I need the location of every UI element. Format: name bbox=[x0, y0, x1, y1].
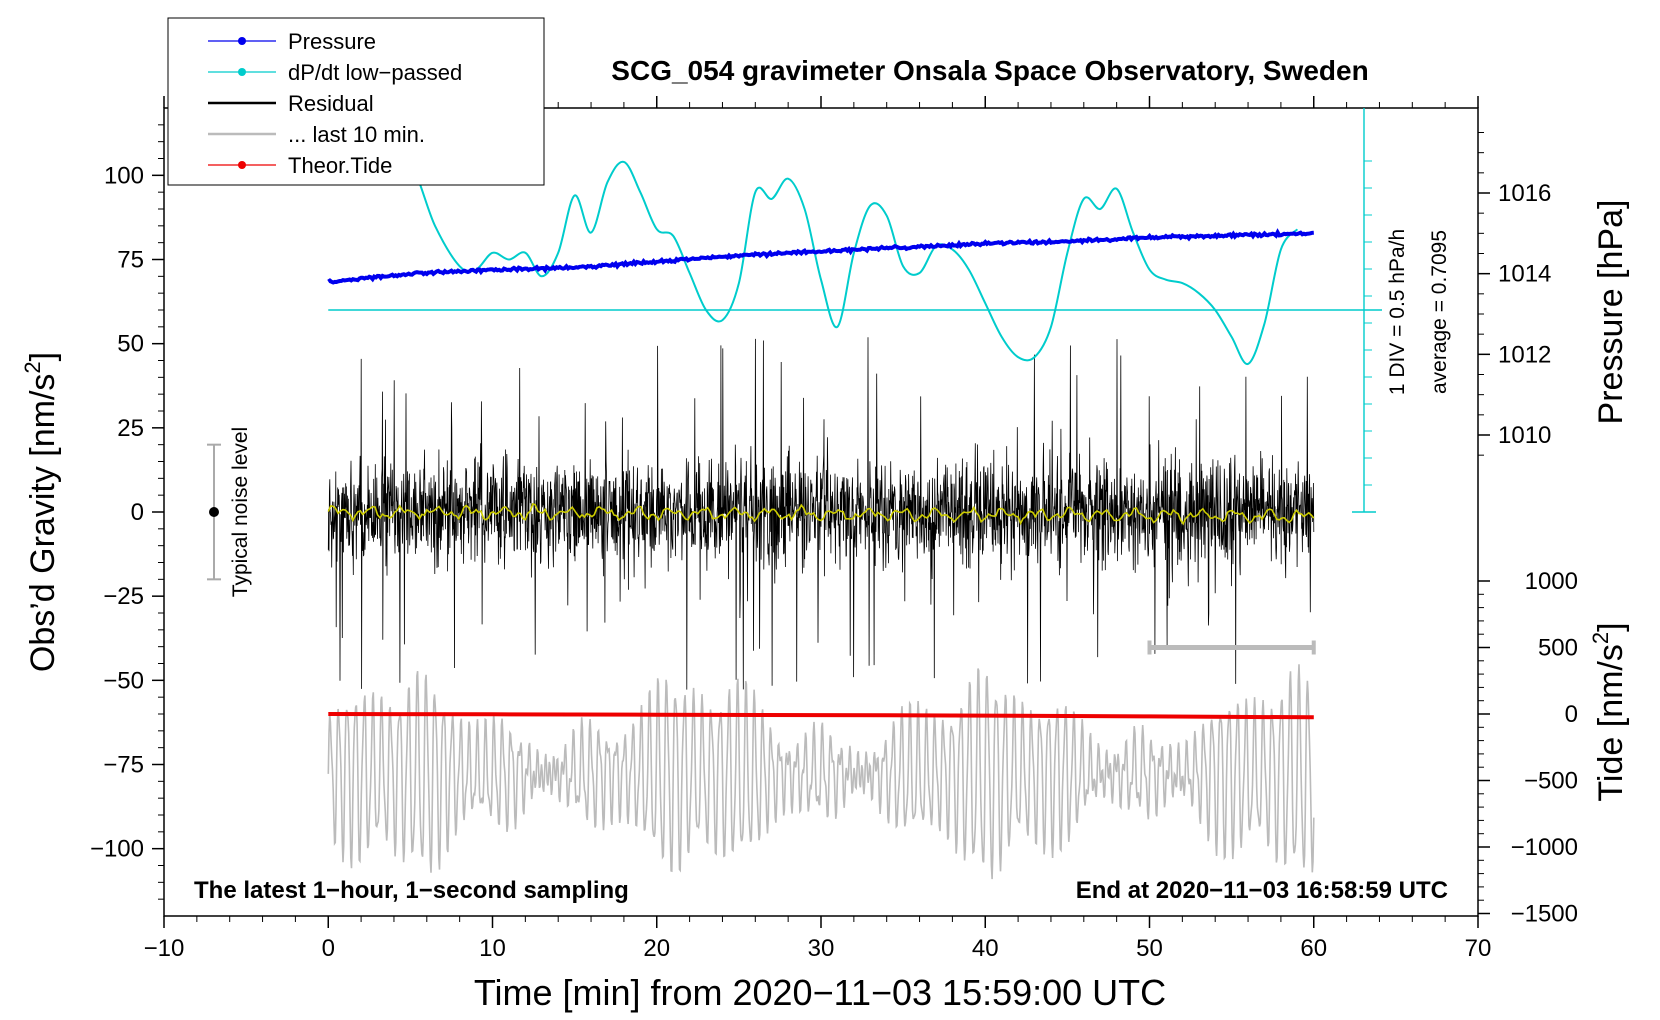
legend-marker bbox=[238, 68, 246, 76]
series-dpdt bbox=[360, 160, 1299, 365]
y-axis-tide-label-close: ] bbox=[1592, 622, 1630, 631]
x-tick-label: 70 bbox=[1465, 935, 1492, 962]
annotation-end-time: End at 2020−11−03 16:58:59 UTC bbox=[1076, 877, 1448, 904]
y-pressure-tick-label: 1016 bbox=[1498, 180, 1551, 207]
y-left-tick-label: 0 bbox=[131, 499, 144, 526]
x-tick-label: −10 bbox=[144, 935, 185, 962]
noise-level-dot bbox=[209, 507, 219, 517]
series-last-10-min bbox=[327, 664, 1315, 880]
x-tick-label: 30 bbox=[808, 935, 835, 962]
noise-level-label: Typical noise level bbox=[229, 427, 252, 597]
y-axis-left-label-close: ] bbox=[24, 352, 62, 361]
legend-entries: Pressure dP/dt low−passed Residual ... last… bbox=[208, 29, 462, 178]
legend-label: ... last 10 min. bbox=[288, 122, 425, 147]
y-axis-tide-label-sup: 2 bbox=[1588, 632, 1613, 644]
x-axis: −10 0 10 20 30 40 50 60 70 bbox=[144, 96, 1492, 962]
y-left-tick-label: −75 bbox=[103, 752, 144, 779]
y-left-tick-label: −100 bbox=[90, 836, 144, 863]
y-left-tick-label: 100 bbox=[104, 162, 144, 189]
y-tide-tick-label: −1000 bbox=[1511, 834, 1578, 861]
series-residual-smoothed bbox=[327, 503, 1315, 526]
legend-marker bbox=[238, 161, 246, 169]
series-residual bbox=[327, 337, 1315, 690]
y-left-tick-label: −25 bbox=[103, 583, 144, 610]
legend-marker bbox=[238, 37, 246, 45]
y-tide-tick-label: 500 bbox=[1538, 635, 1578, 662]
y-tide-tick-label: 1000 bbox=[1525, 568, 1578, 595]
y-axis-tide-label-main: Tide [nm/s bbox=[1592, 644, 1630, 801]
y-pressure-tick-label: 1014 bbox=[1498, 261, 1551, 288]
dpdt-scale-label: 1 DIV = 0.5 hPa/h bbox=[1386, 229, 1409, 395]
x-tick-label: 0 bbox=[322, 935, 335, 962]
x-tick-label: 20 bbox=[643, 935, 670, 962]
legend-label: Theor.Tide bbox=[288, 153, 392, 178]
annotation-sampling: The latest 1−hour, 1−second sampling bbox=[194, 877, 629, 904]
legend-box bbox=[167, 17, 545, 186]
legend-label: Pressure bbox=[288, 29, 376, 54]
y-axis-pressure: 1016 1014 1012 1010 bbox=[1478, 132, 1551, 456]
chart-title: SCG_054 gravimeter Onsala Space Observat… bbox=[611, 55, 1368, 86]
x-tick-label: 40 bbox=[972, 935, 999, 962]
x-tick-label: 50 bbox=[1136, 935, 1163, 962]
x-tick-label: 10 bbox=[479, 935, 506, 962]
y-left-tick-label: 25 bbox=[117, 415, 144, 442]
legend-label: Residual bbox=[288, 91, 374, 116]
y-tide-tick-label: 0 bbox=[1565, 701, 1578, 728]
y-axis-pressure-label: Pressure [hPa] bbox=[1592, 200, 1630, 425]
y-left-tick-label: −50 bbox=[103, 667, 144, 694]
y-pressure-tick-label: 1010 bbox=[1498, 422, 1551, 449]
y-axis-left: 100 75 50 25 0 −25 −50 −75 −100 bbox=[90, 124, 164, 900]
y-axis-left-label-sup: 2 bbox=[20, 361, 45, 373]
y-axis-tide: 1000 500 0 −500 −1000 −1500 bbox=[1478, 568, 1578, 928]
y-axis-left-label-main: Obs’d Gravity [nm/s bbox=[24, 374, 62, 673]
dpdt-average-label: average = 0.7095 bbox=[1428, 230, 1451, 394]
y-left-tick-label: 75 bbox=[117, 247, 144, 274]
x-axis-label: Time [min] from 2020−11−03 15:59:00 UTC bbox=[474, 972, 1166, 1013]
legend-label: dP/dt low−passed bbox=[288, 60, 462, 85]
y-left-tick-label: 50 bbox=[117, 331, 144, 358]
series-theor-tide bbox=[328, 712, 1314, 720]
series-pressure bbox=[327, 228, 1314, 285]
legend: Pressure dP/dt low−passed Residual ... last… bbox=[167, 17, 545, 186]
series-layer bbox=[327, 108, 1382, 880]
y-axis-left-label: Obs’d Gravity [nm/s2] bbox=[20, 352, 62, 672]
x-tick-label: 60 bbox=[1300, 935, 1327, 962]
y-pressure-tick-label: 1012 bbox=[1498, 341, 1551, 368]
y-tide-tick-label: −500 bbox=[1524, 768, 1578, 795]
y-axis-tide-label: Tide [nm/s2] bbox=[1588, 622, 1630, 801]
y-tide-tick-label: −1500 bbox=[1511, 901, 1578, 928]
